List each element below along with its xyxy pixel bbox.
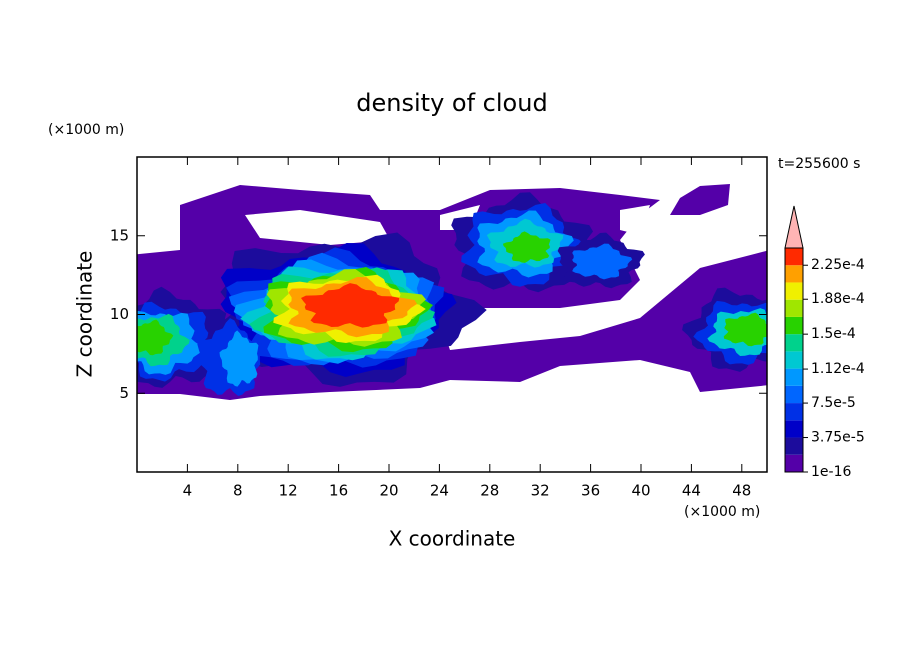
colorbar-band — [785, 299, 803, 317]
hole — [620, 205, 650, 235]
x-tick-label: 8 — [233, 482, 243, 500]
time-label: t=255600 s — [778, 156, 860, 172]
x-tick-label: 44 — [682, 482, 701, 500]
x-tick-label: 40 — [631, 482, 650, 500]
colorbar-extend — [784, 205, 804, 249]
x-tick-label: 16 — [329, 482, 348, 500]
contour-region — [572, 243, 633, 280]
y-tick-label: 15 — [110, 226, 129, 244]
colorbar-band — [785, 385, 803, 404]
colorbar-label: 2.25e-4 — [811, 257, 865, 273]
hole — [245, 210, 390, 245]
contour-region — [137, 319, 174, 356]
colorbar-band — [785, 437, 803, 455]
colorbar-label: 3.75e-5 — [811, 430, 865, 446]
colorbar-band — [785, 351, 803, 369]
contour-region — [723, 312, 767, 347]
contour-region — [300, 283, 400, 328]
colorbar-band — [785, 420, 803, 438]
colorbar-label: 1e-16 — [811, 464, 851, 480]
colorbar-band — [785, 368, 803, 386]
x-tick-label: 32 — [531, 482, 550, 500]
x-tick-label: 36 — [581, 482, 600, 500]
colorbar-frame — [784, 247, 804, 473]
colorbar-band — [785, 248, 803, 266]
y-unit: (×1000 m) — [48, 122, 124, 138]
colorbar-band — [785, 265, 803, 283]
colorbar-label: 7.5e-5 — [811, 395, 856, 411]
contour-region — [502, 231, 551, 263]
colorbar-band — [785, 334, 803, 352]
colorbar-label: 1.12e-4 — [811, 361, 865, 377]
y-axis-label: Z coordinate — [73, 251, 97, 378]
x-tick-label: 20 — [379, 482, 398, 500]
colorbar-band — [785, 316, 803, 335]
colorbar-band — [785, 454, 803, 472]
y-tick-label: 5 — [119, 384, 129, 402]
x-tick-label: 28 — [480, 482, 499, 500]
x-tick-label: 48 — [732, 482, 751, 500]
x-tick-label: 24 — [430, 482, 449, 500]
colorbar-band — [785, 282, 803, 300]
x-unit: (×1000 m) — [684, 504, 760, 520]
x-axis-label: X coordinate — [389, 527, 516, 551]
x-tick-label: 4 — [183, 482, 193, 500]
field — [137, 184, 767, 400]
contour-region — [219, 330, 259, 387]
x-tick-label: 12 — [279, 482, 298, 500]
y-tick-label: 10 — [110, 305, 129, 323]
colorbar-label: 1.5e-4 — [811, 326, 856, 342]
colorbar-band — [785, 403, 803, 421]
chart-title: density of cloud — [356, 89, 547, 117]
colorbar-label: 1.88e-4 — [811, 291, 865, 307]
contour-region — [670, 184, 730, 215]
